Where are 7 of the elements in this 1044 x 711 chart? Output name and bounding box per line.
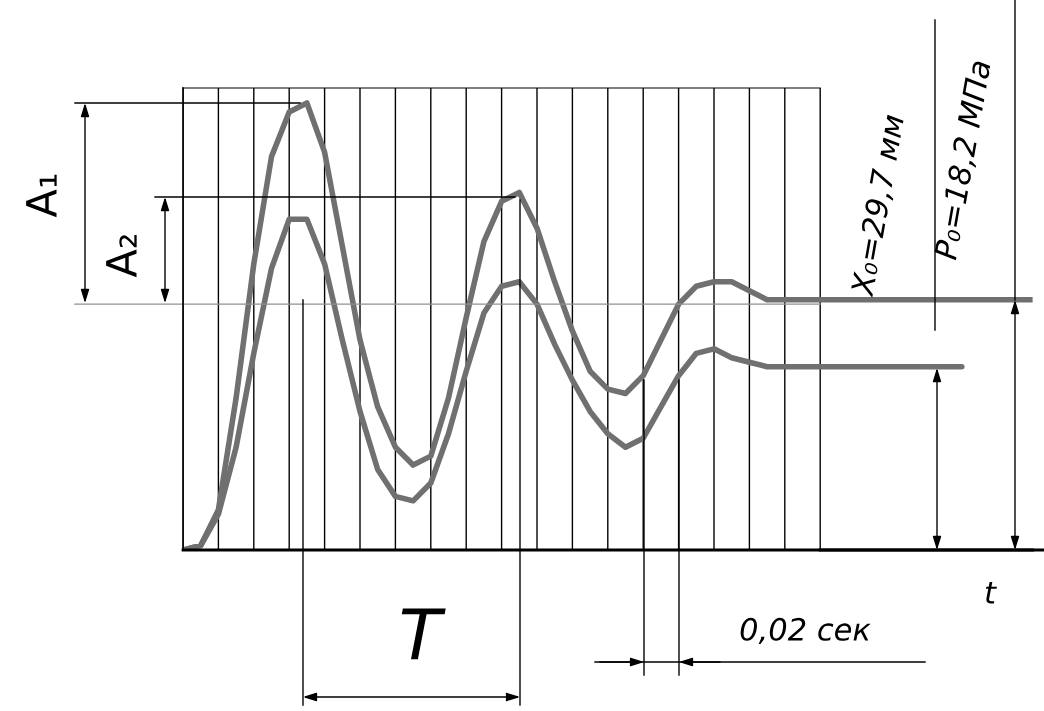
annotation: P₀=18,2 МПа <box>933 60 994 261</box>
text: t <box>985 581 997 604</box>
text: A₁ <box>26 174 57 218</box>
annotation: X₀=29,7 мм <box>849 113 908 299</box>
text: 0,02 сек <box>740 617 871 644</box>
text: T <box>401 608 446 660</box>
text: A₂ <box>106 235 137 278</box>
